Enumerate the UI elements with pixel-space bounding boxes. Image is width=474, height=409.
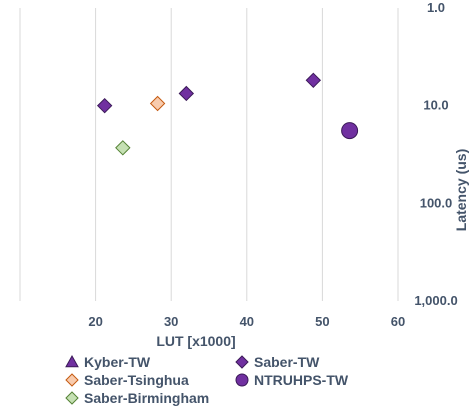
- y-tick-label: 1,000.0: [414, 293, 457, 308]
- y-tick-label: 1.0: [427, 0, 445, 15]
- gridlines: [19, 8, 399, 301]
- legend-marker-saber-tsinghua: [65, 373, 79, 387]
- saber-tw-point: [305, 72, 322, 89]
- y-axis-ticks: 1.0 10.0 100.0 1,000.0: [414, 0, 457, 308]
- x-axis-ticks: 20 30 40 50 60: [88, 314, 405, 329]
- x-tick-label: 20: [88, 314, 102, 329]
- saber-tw-point: [178, 85, 195, 102]
- x-tick-label: 30: [164, 314, 178, 329]
- x-tick-label: 60: [391, 314, 405, 329]
- legend-marker-saber-tw: [235, 355, 249, 369]
- saber-tsinghua-point: [149, 95, 166, 112]
- legend-label-saber-tw: Saber-TW: [254, 354, 320, 370]
- y-axis-title: Latency (us): [453, 149, 469, 231]
- legend-marker-kyber-tw: [65, 354, 79, 368]
- legend-label-saber-tsinghua: Saber-Tsinghua: [84, 372, 189, 388]
- y-tick-label: 10.0: [423, 98, 448, 113]
- saber-birmingham-point: [115, 140, 131, 156]
- legend-marker-saber-birmingham: [65, 391, 79, 405]
- saber-tw-point: [96, 97, 113, 114]
- legend-marker-ntruhps-tw: [235, 373, 249, 387]
- x-tick-label: 50: [315, 314, 329, 329]
- y-tick-label: 100.0: [420, 195, 453, 210]
- legend: Kyber-TW Saber-TW Saber-Tsinghua NTRUHPS-TW…: [65, 354, 349, 406]
- x-tick-label: 40: [240, 314, 254, 329]
- legend-label-ntruhps-tw: NTRUHPS-TW: [254, 372, 349, 388]
- legend-label-kyber-tw: Kyber-TW: [84, 354, 151, 370]
- ntruhps-tw-point: [341, 122, 359, 140]
- data-points: [96, 72, 359, 156]
- x-axis-title: LUT [x1000]: [156, 333, 235, 349]
- legend-label-saber-birmingham: Saber-Birmingham: [84, 390, 209, 406]
